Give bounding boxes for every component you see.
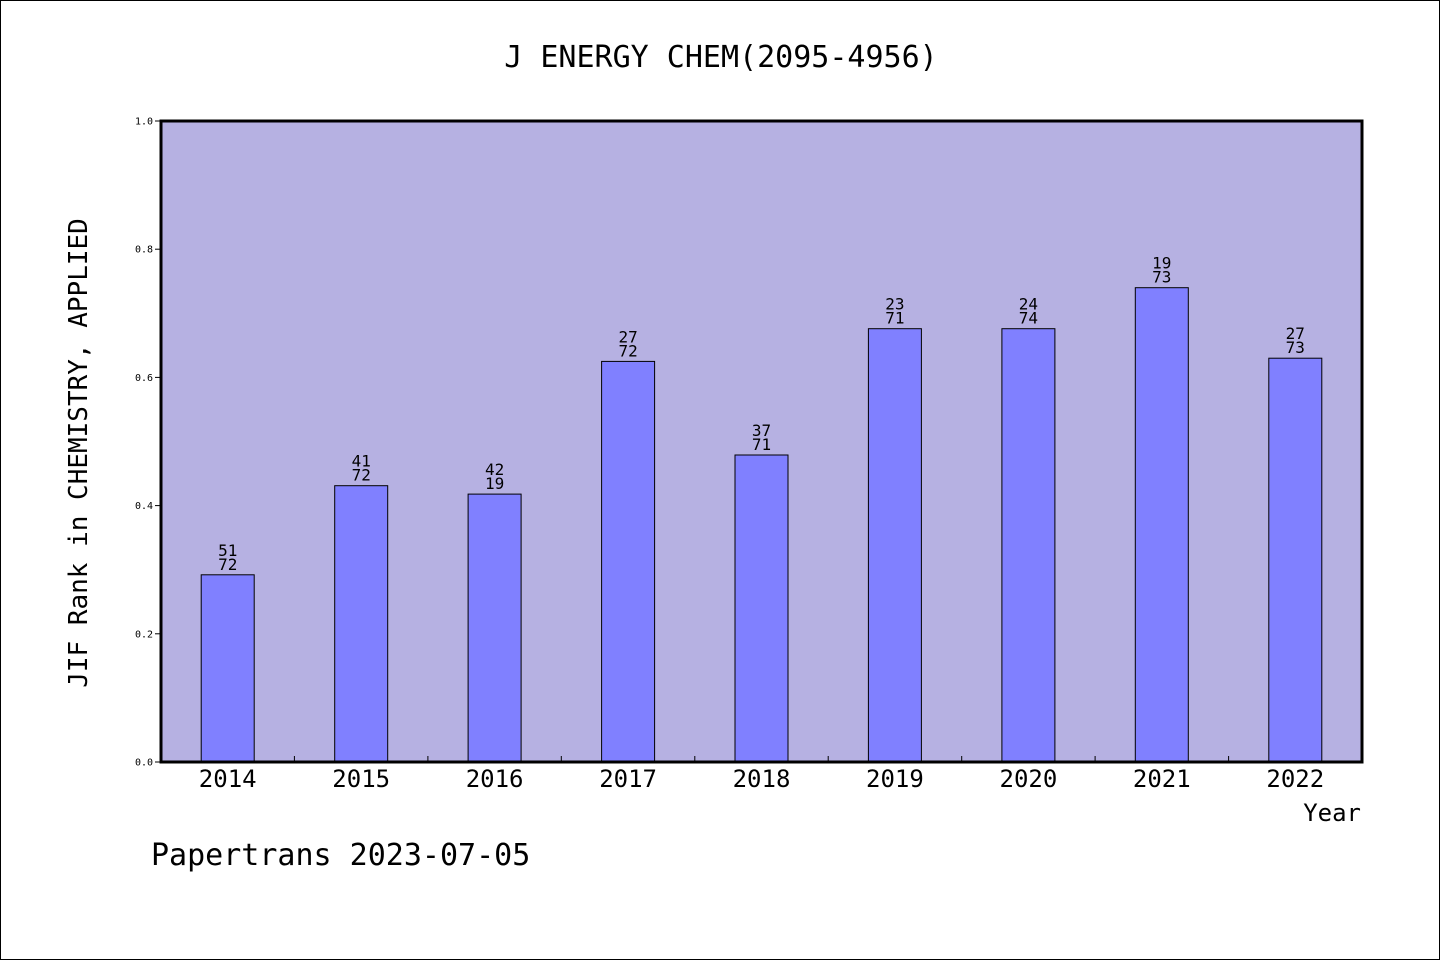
x-tick-label-2014: 2014	[199, 765, 257, 793]
x-axis-label: Year	[1303, 799, 1361, 827]
data-label-rank-2022: 27	[1286, 324, 1305, 343]
y-tick-label-0.8: 0.8	[135, 245, 153, 256]
bar-2015	[334, 485, 389, 763]
x-tick-label-2016: 2016	[466, 765, 524, 793]
x-tick-label-2015: 2015	[332, 765, 390, 793]
y-tick-label-0.0: 0.0	[135, 758, 153, 769]
data-label-total-2020: 74	[1019, 309, 1038, 328]
bar-2018	[734, 454, 789, 763]
data-label-rank-2016: 42	[485, 460, 504, 479]
bar-2017	[601, 360, 656, 763]
data-label-rank-2017: 27	[618, 327, 637, 346]
y-axis-label: JIF Rank in CHEMISTRY, APPLIED	[64, 218, 94, 688]
bar-2021	[1134, 287, 1189, 763]
x-tick-label-2022: 2022	[1266, 765, 1324, 793]
y-tick-label-0.6: 0.6	[135, 373, 153, 384]
data-label-total-2021: 73	[1152, 268, 1171, 287]
data-label-total-2015: 72	[352, 466, 371, 485]
bar-2016	[467, 493, 522, 763]
data-label-total-2019: 71	[885, 309, 904, 328]
bar-2019	[867, 328, 922, 763]
data-label-rank-2019: 23	[885, 295, 904, 314]
x-tick-label-2020: 2020	[1000, 765, 1058, 793]
data-label-rank-2018: 37	[752, 421, 771, 440]
data-label-total-2022: 73	[1286, 338, 1305, 357]
data-label-total-2016: 19	[485, 474, 504, 493]
x-axis: 2014 2015 2016 2017 2018 2019 2020 2021 2022	[199, 756, 1324, 793]
data-label-rank-2015: 41	[352, 452, 371, 471]
y-tick-label-1.0: 1.0	[135, 117, 153, 128]
y-axis: 0.0 0.2 0.4 0.6 0.8 1.0	[135, 117, 161, 769]
x-tick-label-2019: 2019	[866, 765, 924, 793]
bar-2020	[1001, 328, 1056, 763]
y-tick-label-0.4: 0.4	[135, 501, 153, 512]
y-tick-label-0.2: 0.2	[135, 629, 153, 640]
chart-title: J ENERGY CHEM(2095-4956)	[504, 40, 937, 75]
data-label-rank-2021: 19	[1152, 254, 1171, 273]
plot-border	[159, 119, 1364, 764]
data-label-total-2018: 71	[752, 435, 771, 454]
bars	[200, 287, 1323, 763]
footer-credit: Papertrans 2023-07-05	[151, 838, 530, 873]
x-tick-label-2021: 2021	[1133, 765, 1191, 793]
data-label-rank-2020: 24	[1019, 295, 1038, 314]
bar-2014	[200, 574, 255, 763]
data-label-total-2014: 72	[218, 555, 237, 574]
data-label-total-2017: 72	[618, 341, 637, 360]
x-tick-label-2018: 2018	[733, 765, 791, 793]
x-tick-label-2017: 2017	[599, 765, 657, 793]
bar-2022	[1268, 357, 1323, 763]
data-label-rank-2014: 51	[218, 541, 237, 560]
